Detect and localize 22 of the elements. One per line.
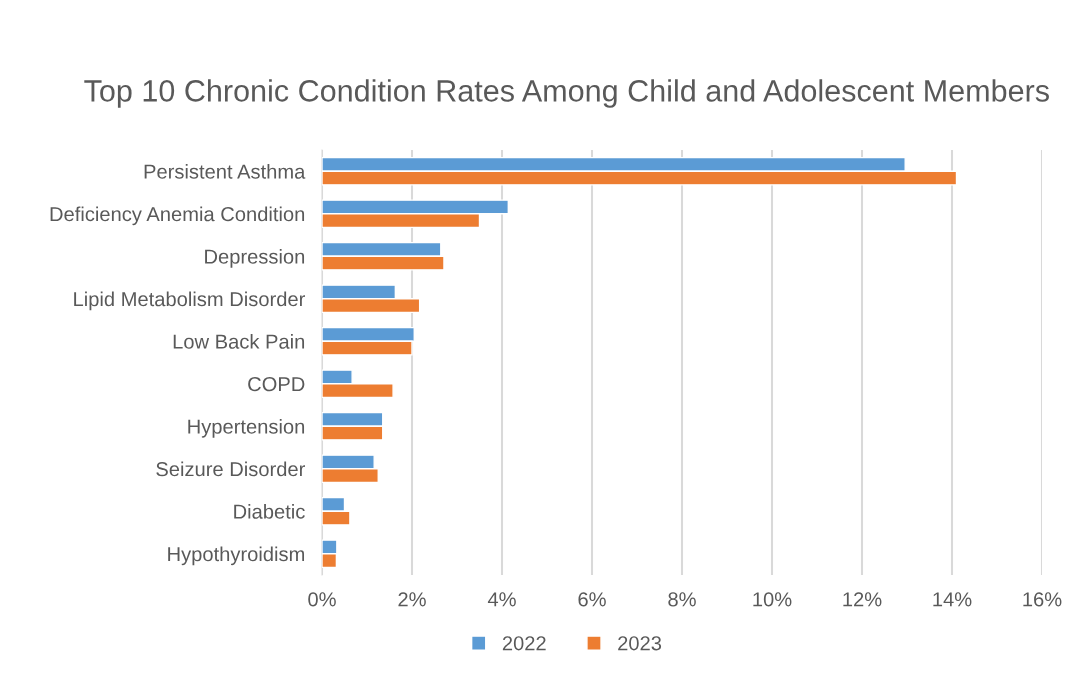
x-tick-label: 12% — [843, 592, 882, 607]
y-tick-label: Seizure Disorder — [156, 461, 306, 477]
chart-title: Top 10 Chronic Condition Rates Among Child and Adolescent Members — [84, 79, 1049, 108]
x-tick-label: 14% — [933, 592, 972, 607]
y-tick-label: Deficiency Anemia Condition — [50, 206, 305, 226]
x-tick-label: 16% — [1023, 592, 1062, 607]
x-tick-label: 4% — [487, 592, 516, 607]
y-tick-label: Persistent Asthma — [144, 163, 306, 179]
x-tick-label: 6% — [578, 592, 606, 607]
y-tick-label: Depression — [205, 248, 305, 268]
x-tick-label: 0% — [308, 592, 336, 607]
y-tick-label: Lipid Metabolism Disorder — [74, 291, 306, 311]
y-tick-label: Hypertension — [188, 418, 305, 438]
x-tick-label: 10% — [753, 592, 792, 607]
y-tick-label: Low Back Pain — [173, 333, 305, 349]
x-tick-label: 8% — [668, 592, 696, 607]
legend-label: 2022 — [502, 636, 546, 651]
y-tick-label: Diabetic — [234, 503, 305, 519]
legend-label: 2023 — [618, 636, 662, 651]
y-tick-label: COPD — [248, 376, 305, 392]
x-tick-label: 2% — [398, 592, 426, 607]
y-tick-label: Hypothyroidism — [168, 546, 305, 566]
